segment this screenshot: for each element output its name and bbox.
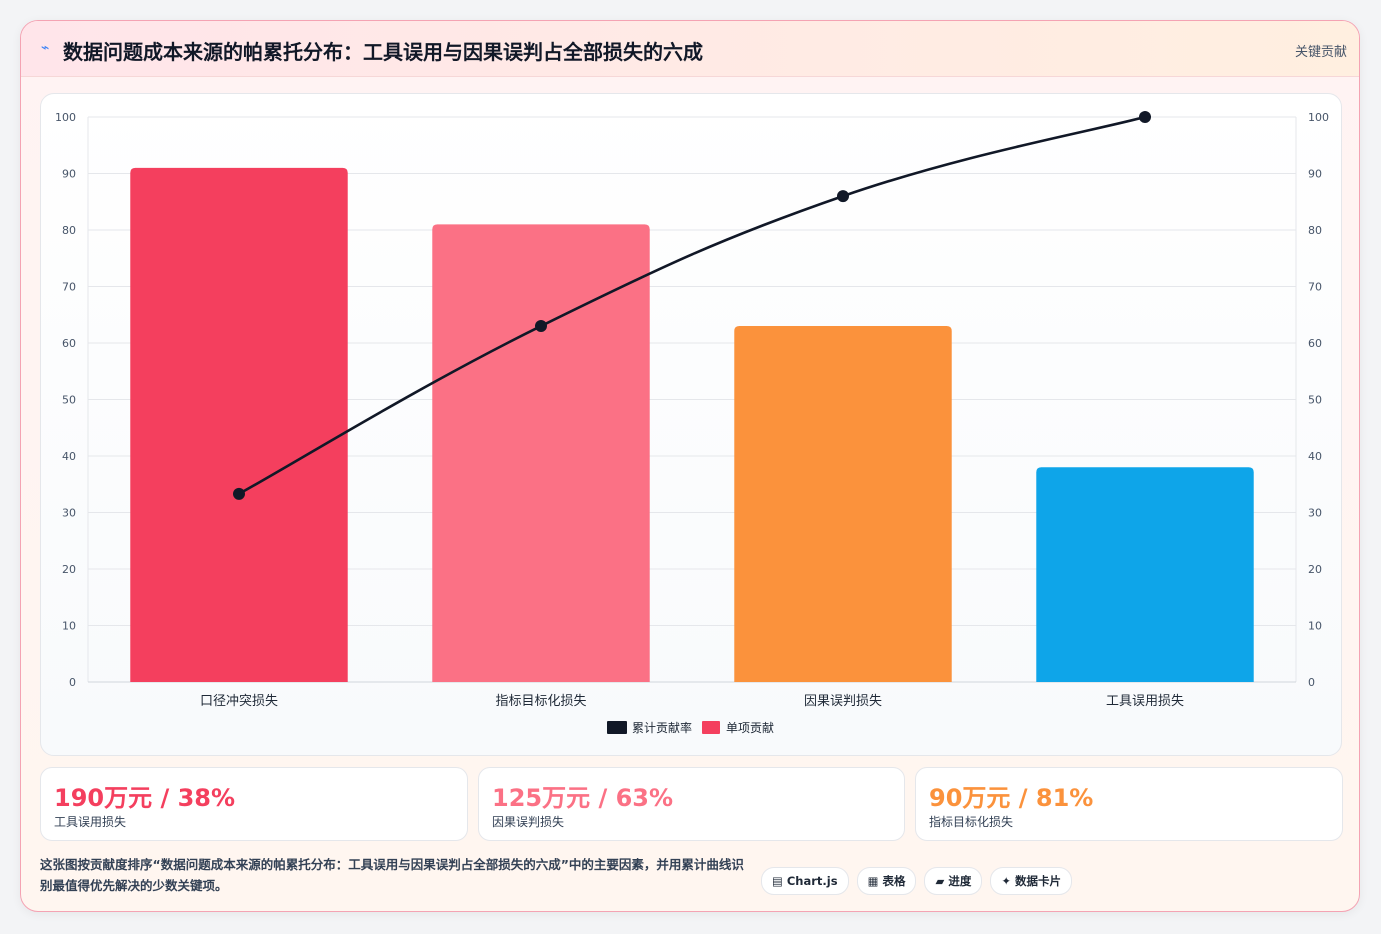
y2-tick-label: 90 [1308, 168, 1322, 181]
y-tick-label: 70 [62, 281, 76, 294]
y-tick-label: 100 [55, 111, 76, 124]
legend-swatch-cumulative [607, 721, 627, 734]
y-tick-label: 10 [62, 620, 76, 633]
x-tick-label: 因果误判损失 [804, 694, 882, 709]
x-tick-label: 口径冲突损失 [200, 693, 278, 709]
tech-chips: ▤ Chart.js ▦ 表格 ▰ 进度 ✦ 数据卡片 [761, 867, 1072, 895]
y2-tick-label: 70 [1308, 281, 1322, 294]
y2-tick-label: 80 [1308, 224, 1322, 237]
y-tick-label: 40 [62, 450, 76, 463]
chip-table[interactable]: ▦ 表格 [856, 867, 917, 895]
cumulative-point-1 [535, 320, 547, 333]
bar-1 [432, 224, 650, 682]
chip-chartjs[interactable]: ▤ Chart.js [761, 867, 849, 895]
stat-value: 190万元 / 38% [54, 784, 236, 812]
legend-swatch-single [702, 721, 720, 734]
cumulative-point-2 [837, 190, 849, 203]
y-tick-label: 80 [62, 224, 76, 237]
cumulative-point-0 [233, 487, 245, 500]
y2-tick-label: 0 [1308, 676, 1315, 689]
cumulative-point-3 [1139, 111, 1151, 123]
bar-2 [734, 326, 952, 682]
y2-tick-label: 20 [1308, 563, 1322, 576]
y-tick-label: 90 [62, 168, 76, 181]
chip-data-card[interactable]: ✦ 数据卡片 [990, 867, 1072, 895]
stat-card-0: 190万元 / 38% 工具误用损失 [40, 767, 468, 841]
y2-tick-label: 40 [1308, 450, 1322, 463]
chart-line-icon: ⌁ [41, 40, 50, 56]
y2-tick-label: 10 [1308, 620, 1322, 633]
key-contribution-badge: 关键贡献 [1294, 45, 1347, 60]
stat-label: 指标目标化损失 [929, 815, 1014, 829]
legend-label-cumulative: 累计贡献率 [632, 720, 692, 735]
legend-label-single: 单项贡献 [726, 720, 774, 735]
y2-tick-label: 60 [1308, 337, 1322, 350]
y2-tick-label: 30 [1308, 507, 1322, 520]
chip-progress[interactable]: ▰ 进度 [924, 867, 983, 895]
pareto-chart: 0 0 10 10 20 20 30 30 40 40 50 50 60 60 70 70 80 80 90 90 10… [55, 111, 1329, 735]
stat-card-2: 90万元 / 81% 指标目标化损失 [915, 767, 1343, 841]
x-tick-label: 工具误用损失 [1106, 694, 1184, 709]
y-tick-label: 20 [62, 563, 76, 576]
stat-label: 因果误判损失 [492, 815, 565, 829]
stat-card-1: 125万元 / 63% 因果误判损失 [478, 767, 905, 841]
stat-value: 90万元 / 81% [929, 784, 1094, 812]
bar-3 [1036, 467, 1254, 682]
y-tick-label: 50 [62, 394, 76, 407]
dashboard-card: ⌁ 数据问题成本来源的帕累托分布：工具误用与因果误判占全部损失的六成 关键贡献 … [20, 20, 1360, 912]
card-header: ⌁ 数据问题成本来源的帕累托分布：工具误用与因果误判占全部损失的六成 关键贡献 [21, 21, 1359, 77]
stat-label: 工具误用损失 [54, 815, 127, 829]
stat-value: 125万元 / 63% [492, 784, 674, 812]
y-tick-label: 30 [62, 507, 76, 520]
bar-0 [130, 167, 348, 683]
cumulative-line [238, 115, 1146, 495]
y-tick-label: 0 [69, 676, 76, 689]
y-tick-label: 60 [62, 337, 76, 350]
page-title: 数据问题成本来源的帕累托分布：工具误用与因果误判占全部损失的六成 [63, 40, 703, 64]
y2-tick-label: 100 [1308, 111, 1329, 124]
pareto-chart-panel: 0 0 10 10 20 20 30 30 40 40 50 50 60 60 70 70 80 80 90 90 10… [40, 93, 1342, 756]
y2-tick-label: 50 [1308, 394, 1322, 407]
x-tick-label: 指标目标化损失 [495, 694, 586, 709]
chart-description: 这张图按贡献度排序“数据问题成本来源的帕累托分布：工具误用与因果误判占全部损失的… [40, 857, 744, 893]
